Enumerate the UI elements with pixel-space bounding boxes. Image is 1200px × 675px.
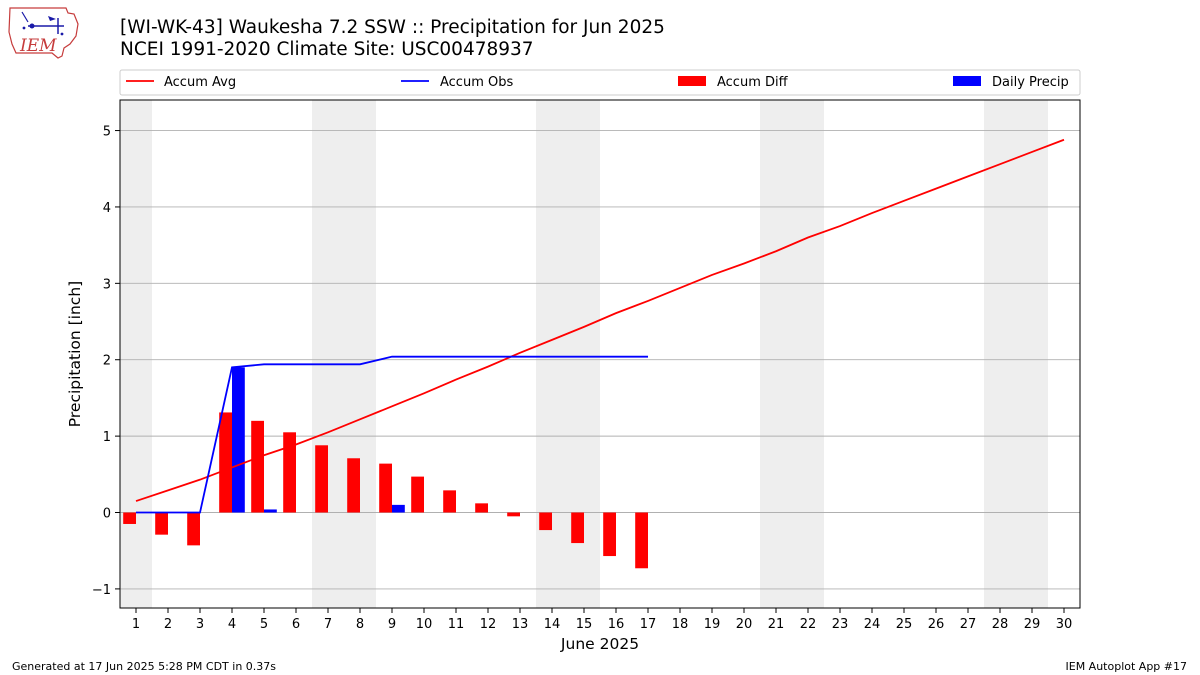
accum-diff-bar [347, 458, 360, 513]
bars [123, 367, 648, 569]
accum-diff-bar [603, 512, 616, 557]
x-tick-label: 8 [356, 617, 364, 632]
y-tick-label: 2 [103, 354, 111, 369]
accum-diff-bar [475, 503, 488, 513]
grid-lines [120, 130, 1080, 590]
accum-diff-bar [379, 463, 392, 513]
y-tick-label: 3 [103, 277, 111, 292]
legend-item-accum-obs: Accum Obs [401, 75, 513, 90]
x-tick-label: 12 [480, 617, 497, 632]
x-tick-label: 15 [576, 617, 593, 632]
x-axis-ticks: 1 2 3 4 5 6 7 8 9 10 11 12 13 14 15 16 17 18 19 20 21 22 23 24 2… [132, 608, 1072, 632]
x-tick-label: 23 [832, 617, 849, 632]
x-axis-label: June 2025 [560, 635, 639, 653]
weekend-band [312, 100, 376, 608]
accum-diff-bar [283, 432, 296, 513]
x-tick-label: 10 [416, 617, 433, 632]
app-label: IEM Autoplot App #17 [1065, 660, 1188, 673]
accum-obs-line [136, 355, 648, 514]
legend-item-accum-diff: Accum Diff [678, 75, 789, 90]
weekend-band [120, 100, 152, 608]
x-tick-label: 26 [928, 617, 945, 632]
legend-item-accum-avg: Accum Avg [126, 75, 236, 90]
accum-diff-bar [219, 412, 232, 513]
accum-avg-line [135, 138, 1065, 502]
x-tick-label: 19 [704, 617, 721, 632]
x-tick-label: 13 [512, 617, 529, 632]
accum-diff-bar [571, 512, 584, 544]
generated-timestamp: Generated at 17 Jun 2025 5:28 PM CDT in … [12, 660, 277, 673]
x-tick-label: 7 [324, 617, 332, 632]
y-axis-label: Precipitation [inch] [66, 281, 84, 427]
y-tick-label: 5 [103, 125, 111, 140]
accum-diff-bar [251, 420, 264, 513]
y-tick-label: −1 [92, 583, 111, 598]
x-tick-label: 1 [132, 617, 140, 632]
legend-swatch-daily-precip [953, 76, 981, 86]
legend-frame [119, 69, 1081, 96]
accum-diff-bar [443, 490, 456, 513]
accum-diff-bar [635, 512, 648, 569]
x-tick-label: 29 [1024, 617, 1041, 632]
chart-subtitle: NCEI 1991-2020 Climate Site: USC00478937 [120, 39, 534, 60]
legend-swatch-accum-diff [678, 76, 706, 86]
x-tick-label: 28 [992, 617, 1009, 632]
accum-diff-bar [315, 445, 328, 513]
x-tick-label: 17 [640, 617, 657, 632]
chart-title: [WI-WK-43] Waukesha 7.2 SSW :: Precipita… [120, 17, 665, 38]
x-tick-label: 6 [292, 617, 300, 632]
weekend-band [760, 100, 824, 608]
x-tick-label: 20 [736, 617, 753, 632]
weekend-band [536, 100, 600, 608]
series-lines [135, 138, 1065, 514]
x-tick-label: 14 [544, 617, 561, 632]
x-tick-label: 2 [164, 617, 172, 632]
svg-text:IEM: IEM [19, 36, 57, 56]
legend-label-accum-obs: Accum Obs [440, 75, 513, 90]
x-tick-label: 25 [896, 617, 913, 632]
weekend-shading [120, 100, 1048, 608]
x-tick-label: 21 [768, 617, 785, 632]
x-tick-label: 18 [672, 617, 689, 632]
x-tick-label: 27 [960, 617, 977, 632]
weekend-band [984, 100, 1048, 608]
x-tick-label: 5 [260, 617, 268, 632]
accum-diff-bar [507, 512, 520, 517]
legend-label-accum-avg: Accum Avg [164, 75, 236, 90]
x-tick-label: 24 [864, 617, 881, 632]
y-axis-ticks: −1 0 1 2 3 4 5 [92, 125, 120, 598]
legend-label-daily-precip: Daily Precip [992, 75, 1069, 90]
iem-logo: IEM [8, 7, 79, 59]
daily-precip-bar [264, 509, 277, 513]
plot-frame [119, 99, 1081, 609]
x-tick-label: 9 [388, 617, 396, 632]
y-tick-label: 0 [103, 507, 111, 522]
x-tick-label: 4 [228, 617, 236, 632]
x-tick-label: 16 [608, 617, 625, 632]
accum-diff-bar [187, 512, 200, 546]
x-tick-label: 3 [196, 617, 204, 632]
x-tick-label: 22 [800, 617, 817, 632]
legend: Accum Avg Accum Obs Accum Diff Daily Pre… [119, 69, 1081, 96]
y-tick-label: 4 [103, 201, 111, 216]
accum-diff-bar [539, 512, 552, 531]
daily-precip-bar [232, 367, 245, 513]
daily-precip-bar [392, 504, 405, 513]
accum-diff-bar [155, 512, 168, 535]
x-tick-label: 30 [1056, 617, 1073, 632]
x-tick-label: 11 [448, 617, 465, 632]
y-tick-label: 1 [103, 430, 111, 445]
accum-diff-bar [123, 512, 136, 524]
legend-label-accum-diff: Accum Diff [717, 75, 789, 90]
accum-diff-bar [411, 476, 424, 513]
legend-item-daily-precip: Daily Precip [953, 75, 1069, 90]
